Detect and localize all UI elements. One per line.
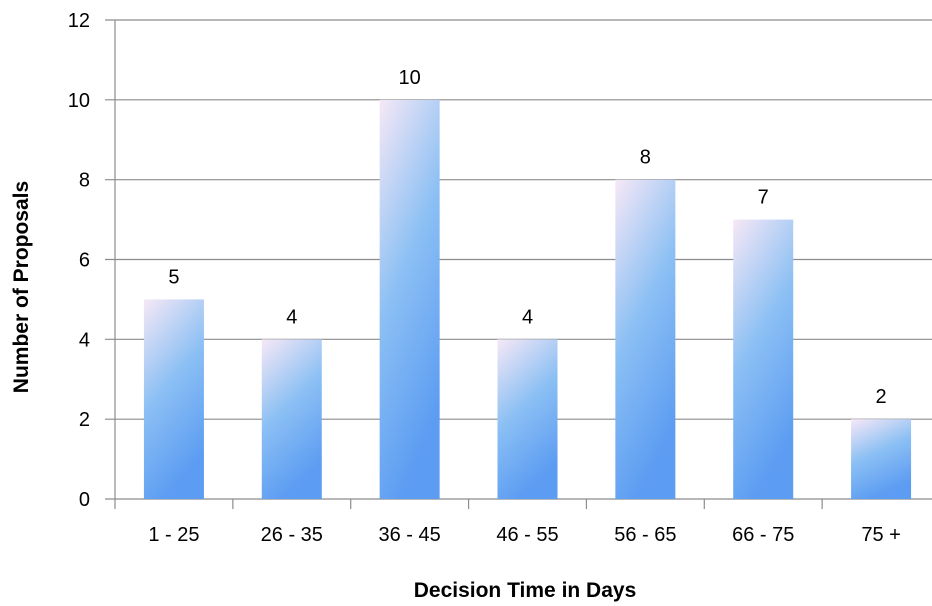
x-axis-title: Decision Time in Days [414, 579, 637, 602]
x-tick-label: 66 - 75 [732, 524, 794, 546]
bar-3 [497, 339, 558, 499]
y-axis-title: Number of Proposals [10, 181, 33, 393]
y-tick-label: 8 [79, 170, 90, 192]
data-label: 2 [876, 386, 887, 408]
data-label: 4 [286, 306, 297, 328]
x-tick-label: 56 - 65 [614, 524, 676, 546]
data-label: 8 [640, 147, 651, 169]
data-label: 10 [399, 67, 421, 89]
y-tick-label: 2 [79, 409, 90, 431]
x-tick-label: 26 - 35 [261, 524, 323, 546]
x-tick-label: 36 - 45 [379, 524, 441, 546]
bar-0 [143, 299, 204, 499]
x-tick-label: 46 - 55 [496, 524, 558, 546]
data-label: 4 [522, 306, 533, 328]
labels: 0 2 4 6 8 10 12 5 1 - 25 4 26 - 35 10 36 - 45 4 46 - 5… [68, 10, 901, 546]
bar-5 [733, 219, 794, 500]
y-tick-label: 6 [79, 250, 90, 272]
data-label: 7 [758, 187, 769, 209]
y-tick-label: 0 [79, 489, 90, 511]
y-tick-label: 12 [68, 10, 90, 32]
bar-4 [615, 179, 676, 499]
data-label: 5 [168, 266, 179, 288]
bar-1 [261, 339, 322, 499]
y-tick-label: 10 [68, 90, 90, 112]
x-tick-label: 1 - 25 [148, 524, 199, 546]
y-tick-label: 4 [79, 329, 90, 351]
bar-6 [851, 419, 912, 499]
bars [143, 99, 912, 500]
axes [114, 20, 823, 509]
x-tick-label: 75 + [861, 524, 900, 546]
bar-2 [379, 99, 440, 499]
